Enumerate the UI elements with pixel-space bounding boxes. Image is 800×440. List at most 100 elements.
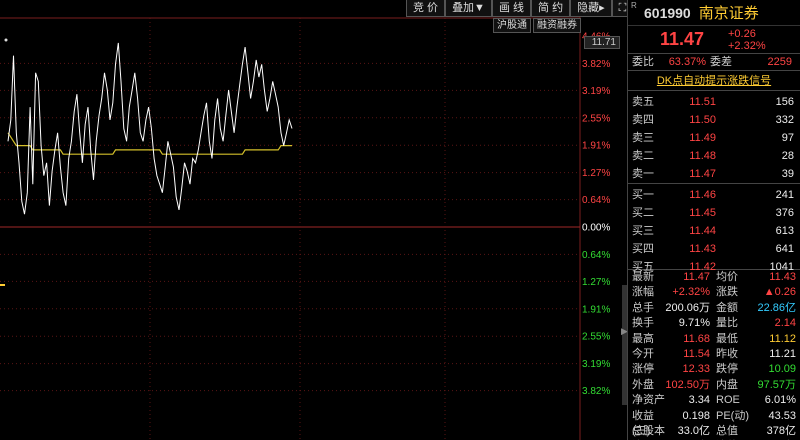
chart-toolbar: 竞 价 叠加▼ 画 线 简 约 隐藏▸ ⛶ xyxy=(406,0,634,17)
start-marker xyxy=(4,38,8,42)
draw-line-button[interactable]: 画 线 xyxy=(491,0,532,17)
sell-level-row[interactable]: 卖三 11.49 97 xyxy=(628,129,800,147)
stat-label: 总值 xyxy=(716,424,738,437)
pct-tick-label: 1.27% xyxy=(582,168,610,179)
stat-value: 97.57万 xyxy=(757,378,796,391)
buy-level-row[interactable]: 买二 11.45 376 xyxy=(628,204,800,222)
buy-level-volume: 1041 xyxy=(769,261,794,273)
buy-level-row[interactable]: 买四 11.43 641 xyxy=(628,240,800,258)
buy-level-price: 11.43 xyxy=(689,243,716,255)
stock-header: R 601990 南京证券 xyxy=(628,0,800,26)
pct-tick-label: 3.19% xyxy=(582,86,610,97)
overlay-button[interactable]: 叠加▼ xyxy=(445,0,492,17)
pct-tick-label: 0.64% xyxy=(582,195,610,206)
stat-row: 总股本 33.0亿 总值 378亿 xyxy=(628,424,800,439)
buy-level-volume: 613 xyxy=(775,225,794,237)
stat-row: 净资产 3.34 ROE 6.01% xyxy=(628,393,800,408)
panel-resize-handle[interactable] xyxy=(622,285,627,405)
stat-label: PE(动) xyxy=(716,409,749,422)
buy-level-volume: 241 xyxy=(775,189,794,201)
stat-label: 今开 xyxy=(632,347,654,360)
stat-label: 最高 xyxy=(632,332,654,345)
crosshair-price-tag: 11.71 xyxy=(584,36,620,49)
stat-value: 11.43 xyxy=(769,271,796,283)
stat-row: 收益(三) 0.198 PE(动) 43.53 xyxy=(628,409,800,437)
stat-value: 10.09 xyxy=(768,363,796,376)
price-line xyxy=(7,42,293,215)
stat-value: 2.14 xyxy=(774,317,796,330)
sell-level-row[interactable]: 卖二 11.48 28 xyxy=(628,147,800,165)
stat-label: 内盘 xyxy=(716,378,738,391)
alert-row[interactable]: DK点自动提示涨跌信号 xyxy=(628,71,800,91)
sell-level-label: 卖一 xyxy=(632,168,654,180)
buy-level-price: 11.45 xyxy=(689,207,716,219)
stat-label: 外盘 xyxy=(632,378,654,391)
sell-level-row[interactable]: 卖四 11.50 332 xyxy=(628,111,800,129)
buy-level-price: 11.42 xyxy=(689,261,716,273)
stat-row: 涨幅 +2.32% 涨跌 ▲0.26 xyxy=(628,285,800,300)
order-ratio-row: 委比 63.37% 委差 2259 xyxy=(628,54,800,71)
stat-value: ▲0.26 xyxy=(763,286,796,299)
pct-tick-label: 1.27% xyxy=(582,277,610,288)
sell-level-volume: 332 xyxy=(775,114,794,126)
stat-value: 11.21 xyxy=(769,347,796,360)
sell-level-label: 卖四 xyxy=(632,114,654,126)
order-ratio-value: 63.37% xyxy=(668,56,706,68)
buy-level-row[interactable]: 买一 11.46 241 xyxy=(628,186,800,204)
hide-button[interactable]: 隐藏▸ xyxy=(570,0,612,17)
sell-level-price: 11.48 xyxy=(689,150,716,162)
intraday-chart-area[interactable]: 4.46%3.82%3.19%2.55%1.91%1.27%0.64%0.00%… xyxy=(0,0,634,440)
price-block: 11.47 +0.26 +2.32% xyxy=(628,26,800,54)
sell-level-price: 11.50 xyxy=(689,114,716,126)
order-diff-value: 2259 xyxy=(767,56,792,68)
stock-code: 601990 xyxy=(644,4,691,21)
bidding-button[interactable]: 竞 价 xyxy=(406,0,446,17)
sell-order-book: 卖五 11.51 156 卖四 11.50 332 卖三 11.49 97 卖二 11.48 28 卖一… xyxy=(628,91,800,184)
stat-value: 22.86亿 xyxy=(757,301,796,314)
chart-background xyxy=(0,0,622,440)
stat-value: 11.54 xyxy=(683,347,710,360)
stat-value: 102.50万 xyxy=(665,378,710,391)
stat-value: +2.32% xyxy=(672,286,710,299)
stat-label: 最低 xyxy=(716,332,738,345)
sell-level-label: 卖三 xyxy=(632,132,654,144)
stat-value: 9.71% xyxy=(678,317,710,330)
sell-level-label: 卖二 xyxy=(632,150,654,162)
stat-value: 33.0亿 xyxy=(677,424,710,437)
simple-mode-button[interactable]: 简 约 xyxy=(531,0,571,17)
stat-value: 12.33 xyxy=(682,363,710,376)
price-change: +0.26 xyxy=(728,27,756,40)
buy-level-row[interactable]: 买五 11.42 1041 xyxy=(628,258,800,276)
pct-tick-label: 2.55% xyxy=(582,113,610,124)
pct-tick-label: 3.82% xyxy=(582,386,610,397)
stat-row: 今开 11.54 昨收 11.21 xyxy=(628,347,800,362)
buy-level-label: 买四 xyxy=(632,243,654,255)
sell-level-volume: 156 xyxy=(775,96,794,108)
buy-order-book: 买一 11.46 241 买二 11.45 376 买三 11.44 613 买四 11.43 641… xyxy=(628,184,800,273)
buy-level-label: 买三 xyxy=(632,225,654,237)
sell-level-row[interactable]: 卖五 11.51 156 xyxy=(628,93,800,111)
shanghai-connect-button[interactable]: 沪股通 xyxy=(493,18,531,33)
stat-value: 3.34 xyxy=(688,394,710,407)
stat-label: 量比 xyxy=(716,317,738,330)
buy-level-label: 买一 xyxy=(632,189,654,201)
sell-level-row[interactable]: 卖一 11.47 39 xyxy=(628,165,800,183)
stat-label: 涨跌 xyxy=(716,286,738,299)
stat-label: 总手 xyxy=(632,301,654,314)
margin-trading-button[interactable]: 融资融券 xyxy=(533,18,581,33)
collapse-arrow-icon[interactable]: ▶ xyxy=(621,326,628,336)
pct-tick-label: 1.91% xyxy=(582,141,610,152)
stat-label: 收益(三) xyxy=(632,409,654,437)
sell-level-price: 11.51 xyxy=(689,96,716,108)
intraday-chart[interactable]: 4.46%3.82%3.19%2.55%1.91%1.27%0.64%0.00%… xyxy=(0,0,622,440)
sell-level-price: 11.47 xyxy=(689,168,716,180)
stat-label: 换手 xyxy=(632,317,654,330)
stat-row: 最新 11.47 均价 11.43 xyxy=(628,270,800,285)
stat-value: 11.68 xyxy=(683,332,710,345)
buy-level-price: 11.46 xyxy=(689,189,716,201)
sell-level-volume: 97 xyxy=(781,132,794,144)
buy-level-row[interactable]: 买三 11.44 613 xyxy=(628,222,800,240)
sell-level-volume: 28 xyxy=(781,150,794,162)
dk-signal-link[interactable]: DK点自动提示涨跌信号 xyxy=(656,75,772,87)
order-ratio-label: 委比 xyxy=(632,56,654,68)
